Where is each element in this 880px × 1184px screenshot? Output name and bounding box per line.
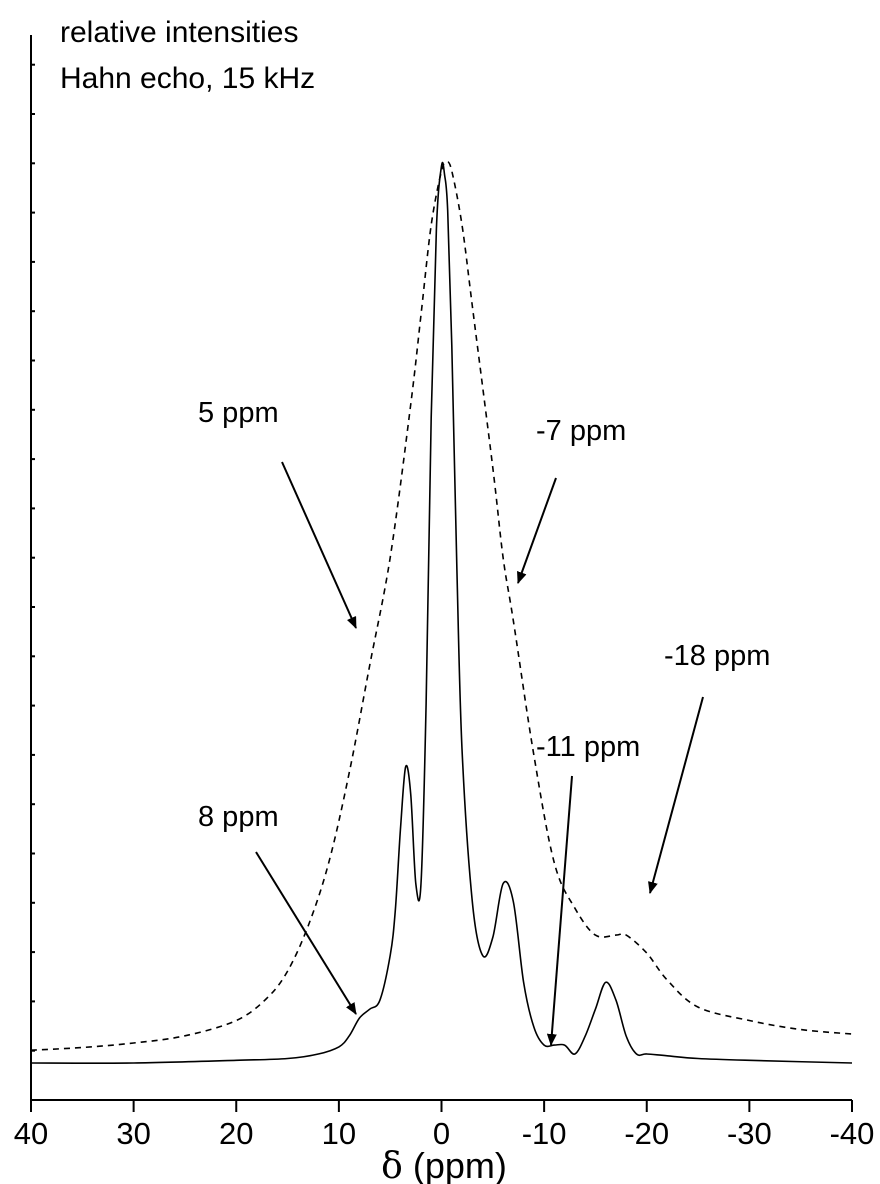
- x-axis-unit: (ppm): [403, 1145, 507, 1184]
- x-tick-label: -40: [830, 1116, 875, 1151]
- series-dashed-line: [30, 161, 853, 1051]
- annotation-neg7ppm: -7 ppm: [517, 415, 626, 584]
- annotation-arrow-8ppm: [255, 851, 357, 1015]
- delta-symbol: δ: [381, 1146, 403, 1184]
- x-tick-label: 0: [433, 1116, 450, 1151]
- annotation-label-5ppm: 5 ppm: [198, 397, 279, 429]
- ylabel-line-1: relative intensities: [60, 16, 298, 49]
- ylabel-line-2: Hahn echo, 15 kHz: [60, 62, 315, 95]
- annotation-label-neg11ppm: -11 ppm: [536, 731, 640, 763]
- annotation-8ppm: 8 ppm: [198, 801, 357, 1015]
- annotation-neg18ppm: -18 ppm: [648, 640, 770, 894]
- annotation-arrow-neg18ppm: [648, 696, 704, 894]
- x-tick-label: -30: [727, 1116, 772, 1151]
- x-tick-label: 20: [219, 1116, 253, 1151]
- x-tick-label: -10: [522, 1116, 567, 1151]
- annotation-label-neg18ppm: -18 ppm: [664, 640, 770, 672]
- x-axis-ticks: [30, 1100, 853, 1112]
- x-tick-label: 40: [14, 1116, 48, 1151]
- annotation-label-8ppm: 8 ppm: [198, 801, 279, 833]
- x-tick-label: 10: [322, 1116, 356, 1151]
- annotation-arrow-neg7ppm: [517, 477, 557, 584]
- annotation-arrow-5ppm: [281, 461, 357, 629]
- x-tick-label: 30: [116, 1116, 150, 1151]
- annotation-neg11ppm: -11 ppm: [536, 731, 640, 1046]
- x-axis-tick-labels: 40 30 20 10 0 -10 -20 -30 -40: [14, 1116, 875, 1151]
- series-solid-line: [30, 161, 853, 1064]
- x-tick-label: -20: [624, 1116, 669, 1151]
- annotation-arrow-neg11ppm: [546, 775, 573, 1046]
- x-axis-title: δ (ppm): [381, 1145, 507, 1184]
- y-axis-ticks: [31, 63, 35, 1101]
- annotation-label-neg7ppm: -7 ppm: [536, 415, 626, 447]
- annotation-5ppm: 5 ppm: [198, 397, 357, 629]
